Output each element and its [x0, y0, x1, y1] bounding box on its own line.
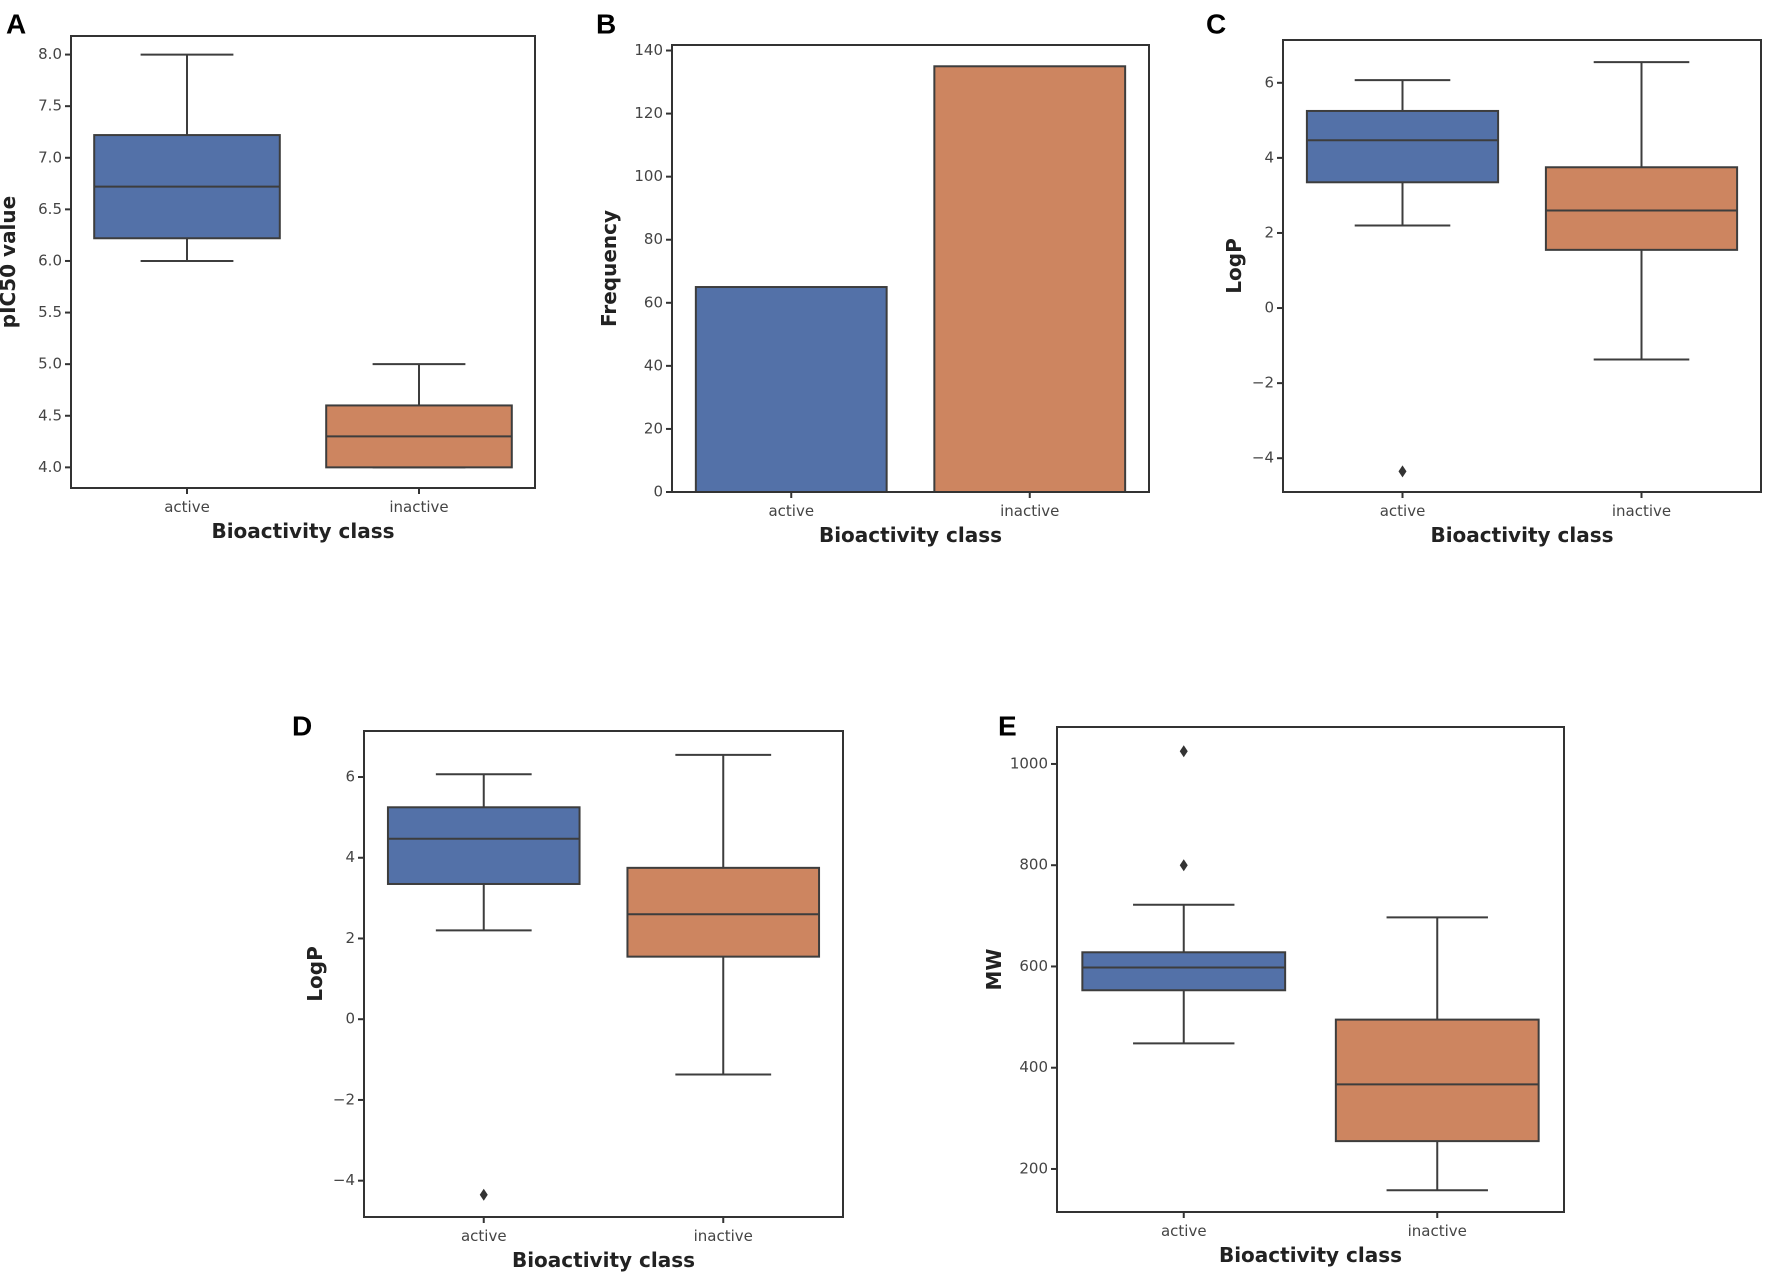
y-axis-label: pIC50 value [0, 196, 20, 328]
outlier-point [1179, 745, 1188, 758]
y-tick-label: 5.5 [38, 303, 62, 321]
panel-letter: E [998, 710, 1017, 741]
axes-frame [363, 730, 844, 1218]
box-inactive [325, 363, 513, 469]
y-tick-label: 200 [1019, 1159, 1048, 1177]
x-axis-label: Bioactivity class [512, 1248, 695, 1272]
y-tick-label: 800 [1019, 856, 1048, 874]
panel-letter: A [6, 8, 26, 39]
x-tick-label: inactive [1000, 502, 1059, 520]
x-axis-label: Bioactivity class [211, 519, 394, 543]
panel-letter: C [1206, 8, 1226, 39]
y-tick-label: 0 [653, 483, 663, 501]
y-tick-label: 6 [1264, 73, 1274, 91]
y-axis-label: LogP [1222, 238, 1246, 293]
iqr-box [1081, 951, 1287, 992]
x-tick-label: inactive [1408, 1222, 1467, 1240]
y-tick-label: 6.5 [38, 200, 62, 218]
outlier-point [1179, 859, 1188, 872]
iqr-box [386, 806, 581, 885]
y-tick-label: 7.5 [38, 97, 62, 115]
x-axis-label: Bioactivity class [1219, 1243, 1402, 1267]
x-tick-label: active [1161, 1222, 1207, 1240]
y-tick-label: −2 [1252, 374, 1274, 392]
y-tick-label: 7.0 [38, 148, 62, 166]
y-axis-label: MW [982, 949, 1006, 991]
x-tick-label: inactive [694, 1227, 753, 1245]
box-inactive [626, 753, 821, 1076]
y-tick-label: 4 [1264, 148, 1274, 166]
y-tick-label: −4 [333, 1171, 355, 1189]
iqr-box [1334, 1018, 1540, 1143]
x-axis-label: Bioactivity class [1430, 523, 1613, 547]
y-tick-label: −2 [333, 1090, 355, 1108]
box-inactive [1334, 916, 1540, 1192]
axes-frame [1282, 39, 1762, 493]
y-tick-label: 0 [345, 1010, 355, 1028]
y-axis-label: Frequency [597, 210, 621, 327]
x-tick-label: active [164, 498, 210, 516]
y-tick-label: 2 [1264, 223, 1274, 241]
panel-a: A 4.0 4.5 5.0 5.5 6.0 6.5 7.0 7.5 8.0 active inacti… [0, 8, 536, 543]
y-tick-label: 400 [1019, 1058, 1048, 1076]
iqr-box [1305, 109, 1500, 184]
x-axis-label: Bioactivity class [819, 523, 1002, 547]
y-tick-label: 4 [345, 848, 355, 866]
bar-inactive [933, 65, 1127, 494]
x-tick-label: active [1380, 502, 1426, 520]
box-inactive [1544, 61, 1739, 361]
y-tick-label: 0 [1264, 299, 1274, 317]
y-tick-label: 8.0 [38, 45, 62, 63]
axes-frame [1056, 726, 1565, 1213]
box-active [1305, 79, 1500, 478]
y-tick-label: −4 [1252, 449, 1274, 467]
panel-b: B 0 20 40 60 80 100 120 140 active inactive Bioacti… [596, 8, 1150, 547]
bar-active [694, 286, 888, 493]
panel-e: E 200 400 600 800 1000 active inactive Bioactivi… [982, 710, 1565, 1267]
axes-frame [671, 44, 1150, 493]
axes-frame [70, 35, 536, 489]
y-tick-label: 60 [644, 293, 663, 311]
y-axis-label: LogP [303, 946, 327, 1001]
panel-letter: B [596, 8, 616, 39]
y-tick-label: 600 [1019, 957, 1048, 975]
x-tick-label: inactive [389, 498, 448, 516]
y-tick-label: 20 [644, 419, 663, 437]
x-tick-label: inactive [1612, 502, 1671, 520]
x-tick-label: active [461, 1227, 507, 1245]
iqr-box [626, 866, 821, 958]
y-tick-label: 1000 [1010, 754, 1048, 772]
y-tick-label: 4.0 [38, 458, 62, 476]
y-tick-label: 140 [634, 41, 663, 59]
box-active [93, 53, 281, 262]
iqr-box [1544, 166, 1739, 251]
box-active [386, 773, 581, 1201]
y-tick-label: 6 [345, 768, 355, 786]
panel-c: C −4 −2 0 2 4 6 active inactive Bioactivity class… [1206, 8, 1762, 547]
outlier-point [1398, 465, 1407, 478]
y-tick-label: 100 [634, 167, 663, 185]
panel-letter: D [292, 710, 312, 741]
outlier-point [479, 1188, 488, 1201]
y-tick-label: 2 [345, 929, 355, 947]
y-tick-label: 6.0 [38, 251, 62, 269]
panel-d: D −4 −2 0 2 4 6 active inactive Bioactivity class… [292, 710, 844, 1272]
y-tick-label: 4.5 [38, 406, 62, 424]
x-tick-label: active [768, 502, 814, 520]
y-tick-label: 80 [644, 230, 663, 248]
y-tick-label: 120 [634, 104, 663, 122]
y-tick-label: 40 [644, 356, 663, 374]
y-tick-label: 5.0 [38, 355, 62, 373]
box-active [1081, 745, 1287, 1045]
